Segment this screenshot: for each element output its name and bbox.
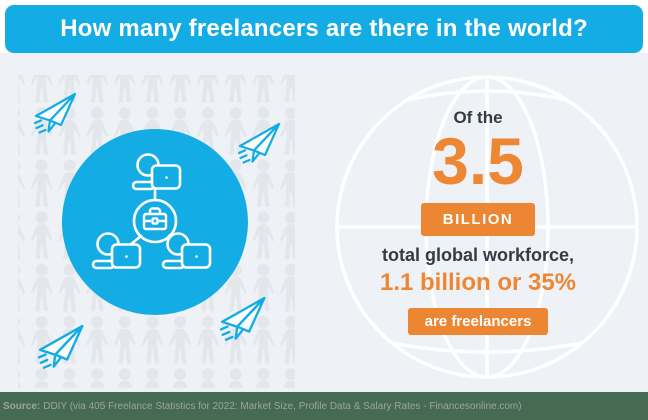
stat-number: 3.5	[432, 124, 524, 198]
header-bar: How many freelancers are there in the wo…	[5, 5, 643, 53]
statistic-block: Of the 3.5 BILLION total global workforc…	[332, 53, 624, 392]
header: How many freelancers are there in the wo…	[0, 0, 648, 53]
freelancers-badge: are freelancers	[407, 307, 549, 335]
briefcase-icon	[142, 207, 168, 231]
page-title: How many freelancers are there in the wo…	[60, 15, 588, 42]
source-text: DDIY (via 405 Freelance Statistics for 2…	[43, 400, 522, 412]
billion-badge: BILLION	[420, 202, 536, 236]
infographic-artwork	[18, 75, 639, 388]
workforce-text: total global workforce,	[381, 244, 575, 265]
footer: Source: DDIY (via 405 Freelance Statisti…	[0, 392, 648, 420]
source-label: Source:	[3, 400, 41, 412]
main-area: Of the 3.5 BILLION total global workforc…	[0, 53, 648, 392]
stat-intro: Of the	[453, 108, 503, 127]
freelancer-network-circle	[62, 129, 248, 315]
freelancer-share-text: 1.1 billion or 35%	[379, 268, 577, 296]
